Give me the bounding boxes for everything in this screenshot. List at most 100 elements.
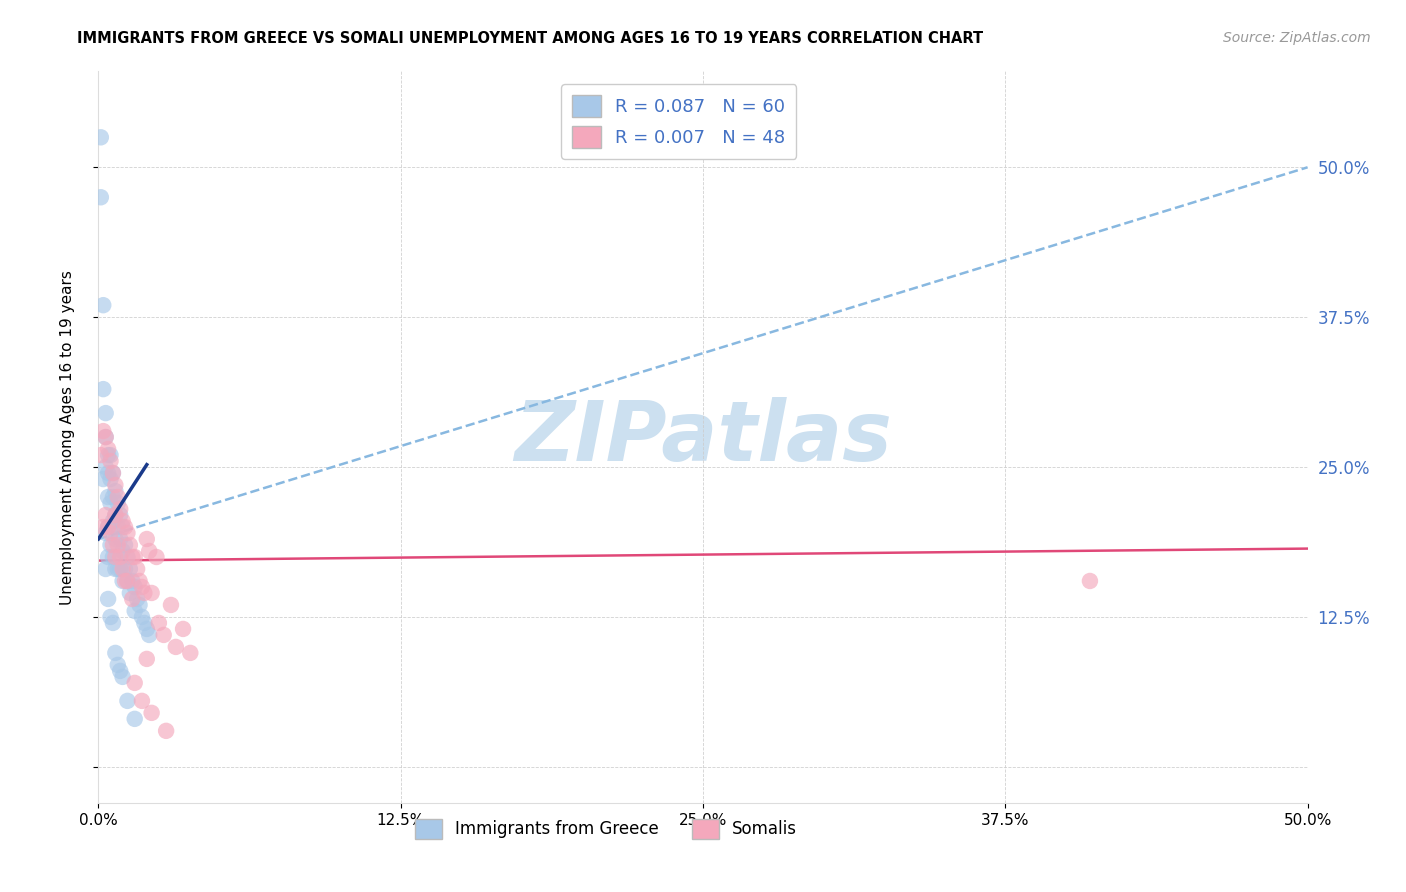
- Point: [160, 598, 183, 612]
- Point: [138, 628, 160, 642]
- Y-axis label: Unemployment Among Ages 16 to 19 years: Unemployment Among Ages 16 to 19 years: [60, 269, 75, 605]
- Point: [111, 562, 134, 576]
- Point: [107, 496, 129, 510]
- Point: [101, 490, 124, 504]
- Point: [100, 454, 122, 468]
- Point: [117, 694, 139, 708]
- Point: [91, 520, 114, 534]
- Point: [104, 549, 127, 564]
- Point: [124, 712, 146, 726]
- Point: [100, 538, 122, 552]
- Point: [108, 502, 131, 516]
- Point: [135, 652, 157, 666]
- Point: [108, 664, 131, 678]
- Point: [121, 591, 143, 606]
- Point: [101, 466, 124, 480]
- Legend: Immigrants from Greece, Somalis: Immigrants from Greece, Somalis: [409, 812, 804, 846]
- Point: [114, 538, 136, 552]
- Point: [94, 526, 117, 541]
- Point: [117, 549, 139, 564]
- Point: [97, 591, 120, 606]
- Point: [100, 496, 122, 510]
- Point: [94, 430, 117, 444]
- Point: [172, 622, 194, 636]
- Point: [107, 490, 129, 504]
- Point: [100, 448, 122, 462]
- Point: [118, 586, 141, 600]
- Point: [135, 532, 157, 546]
- Point: [101, 514, 124, 528]
- Point: [148, 615, 170, 630]
- Point: [141, 706, 163, 720]
- Point: [1078, 574, 1101, 588]
- Point: [94, 460, 117, 475]
- Point: [138, 544, 160, 558]
- Point: [94, 430, 117, 444]
- Point: [97, 490, 120, 504]
- Point: [131, 580, 153, 594]
- Point: [152, 628, 174, 642]
- Point: [131, 610, 153, 624]
- Point: [107, 562, 129, 576]
- Point: [111, 544, 134, 558]
- Point: [141, 586, 163, 600]
- Point: [104, 483, 127, 498]
- Point: [104, 478, 127, 492]
- Point: [117, 574, 139, 588]
- Point: [100, 610, 122, 624]
- Point: [97, 448, 120, 462]
- Point: [135, 622, 157, 636]
- Point: [90, 448, 112, 462]
- Point: [91, 472, 114, 486]
- Text: Source: ZipAtlas.com: Source: ZipAtlas.com: [1223, 31, 1371, 45]
- Point: [111, 670, 134, 684]
- Point: [124, 580, 146, 594]
- Point: [124, 604, 146, 618]
- Point: [94, 406, 117, 420]
- Text: ZIPatlas: ZIPatlas: [515, 397, 891, 477]
- Point: [179, 646, 201, 660]
- Point: [100, 526, 122, 541]
- Point: [165, 640, 187, 654]
- Point: [121, 549, 143, 564]
- Point: [108, 508, 131, 522]
- Point: [104, 532, 127, 546]
- Point: [91, 298, 114, 312]
- Point: [101, 615, 124, 630]
- Point: [104, 508, 127, 522]
- Point: [134, 615, 156, 630]
- Point: [97, 466, 120, 480]
- Point: [108, 549, 131, 564]
- Point: [94, 562, 117, 576]
- Point: [100, 472, 122, 486]
- Point: [104, 508, 127, 522]
- Point: [107, 657, 129, 672]
- Point: [118, 562, 141, 576]
- Point: [127, 591, 149, 606]
- Point: [121, 574, 143, 588]
- Point: [104, 646, 127, 660]
- Point: [101, 466, 124, 480]
- Point: [127, 562, 149, 576]
- Point: [90, 190, 112, 204]
- Point: [134, 586, 156, 600]
- Point: [101, 549, 124, 564]
- Point: [124, 676, 146, 690]
- Point: [155, 723, 177, 738]
- Point: [108, 532, 131, 546]
- Point: [101, 538, 124, 552]
- Point: [114, 520, 136, 534]
- Point: [97, 520, 120, 534]
- Point: [111, 514, 134, 528]
- Point: [117, 526, 139, 541]
- Point: [91, 424, 114, 438]
- Text: IMMIGRANTS FROM GREECE VS SOMALI UNEMPLOYMENT AMONG AGES 16 TO 19 YEARS CORRELAT: IMMIGRANTS FROM GREECE VS SOMALI UNEMPLO…: [77, 31, 983, 46]
- Point: [108, 562, 131, 576]
- Point: [111, 574, 134, 588]
- Point: [90, 130, 112, 145]
- Point: [118, 538, 141, 552]
- Point: [111, 520, 134, 534]
- Point: [91, 382, 114, 396]
- Point: [128, 574, 150, 588]
- Point: [145, 549, 167, 564]
